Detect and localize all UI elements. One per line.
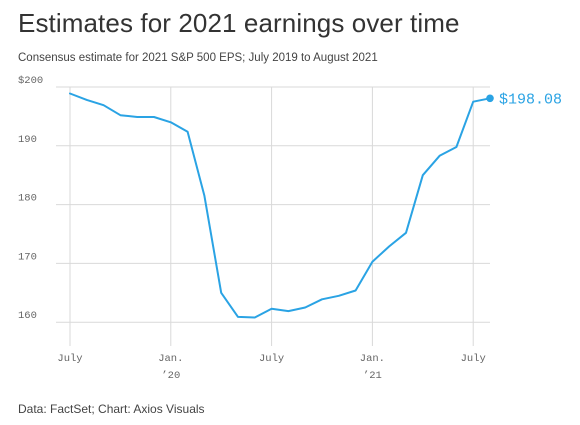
chart-subtitle: Consensus estimate for 2021 S&P 500 EPS;…	[18, 52, 378, 64]
y-tick-label: 190	[18, 134, 37, 146]
x-axis-ticks: July Jan. ’20 July Jan. ’21 July	[57, 353, 485, 382]
x-tick-label: July	[259, 353, 284, 365]
y-tick-label: 170	[18, 251, 37, 263]
y-tick-label: $200	[18, 75, 43, 87]
gridlines	[56, 86, 490, 346]
series-layer	[69, 92, 491, 319]
series-line	[69, 92, 491, 319]
x-tick-label: Jan.	[360, 353, 385, 365]
chart-title: Estimates for 2021 earnings over time	[18, 8, 460, 38]
chart-area: $200 190 180 170 160 July Jan. ’20 July Jan. ’21 J…	[0, 70, 580, 390]
end-marker-layer: $198.08	[486, 91, 562, 108]
x-tick-sublabel: ’21	[363, 370, 382, 382]
x-tick-label: July	[57, 353, 82, 365]
end-point-marker	[486, 94, 494, 103]
source-note: Data: FactSet; Chart: Axios Visuals	[18, 402, 205, 416]
y-axis-ticks: $200 190 180 170 160	[18, 75, 43, 322]
y-tick-label: 160	[18, 310, 37, 322]
y-tick-label: 180	[18, 193, 37, 205]
end-value-label: $198.08	[499, 91, 562, 108]
x-tick-label: Jan.	[158, 353, 183, 365]
x-tick-sublabel: ’20	[161, 370, 180, 382]
x-tick-label: July	[461, 353, 486, 365]
